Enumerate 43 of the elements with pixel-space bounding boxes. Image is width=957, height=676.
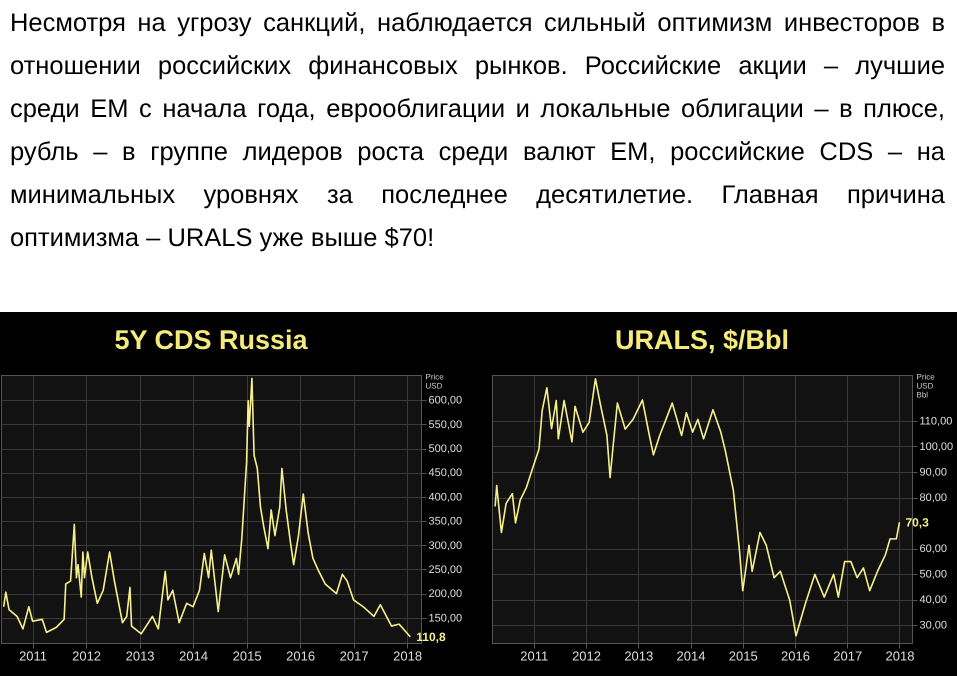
x-tick-label: 2014 [676, 648, 706, 664]
x-tick-label: 2012 [572, 648, 601, 664]
text: Несмотря на угрозу санкций, наблюдается сильный оптимизм инвесторов в отношении российских финансовых рынков. Российские акции – лучшие среди EM с начала года, еврооблигации и локальные облигации – в плюсе, рубль – в группе лидеров роста среди валют EM, российские CDS – на минимальных уровнях за последнее десятилетие. Главная причина оптимизма – URALS уже выше $70! [10, 8, 945, 254]
y-tick-label: 500,00 [428, 443, 462, 456]
y-tick-label: 600,00 [428, 394, 462, 407]
x-tick-label: 2011 [19, 648, 48, 664]
x-tick-label: 2013 [126, 648, 155, 664]
x-tick-label: 2017 [833, 648, 862, 664]
line-series [494, 378, 900, 637]
x-tick-label: 2013 [624, 648, 654, 664]
y-axis-title: Price USD [426, 372, 444, 390]
x-tick-label: 2017 [340, 648, 369, 664]
y-tick-label: 60,00 [920, 543, 948, 556]
x-tick-label: 2011 [520, 648, 548, 664]
annotation: 110,8 [416, 630, 446, 644]
y-axis-title: Price USD Bbl [916, 372, 936, 400]
x-tick-label: 2015 [232, 648, 262, 664]
x-tick-label: 2014 [179, 648, 208, 664]
chart-title: 5Y CDS Russia [114, 325, 309, 355]
x-tick-label: 2012 [72, 648, 102, 664]
y-tick-label: 200,00 [428, 588, 462, 600]
x-tick-label: 2016 [781, 648, 810, 664]
y-tick-label: 550,00 [428, 418, 462, 431]
line-series [2, 378, 412, 638]
y-tick-label: 150,00 [428, 612, 462, 624]
x-tick-label: 2015 [728, 648, 758, 664]
y-tick-label: 110,00 [920, 415, 952, 428]
chart-title: URALS, $/Bbl [614, 325, 790, 355]
y-tick-label: 250,00 [428, 564, 462, 576]
y-tick-label: 450,00 [428, 467, 462, 480]
y-tick-label: 80,00 [920, 492, 948, 504]
y-tick-label: 100,00 [920, 440, 954, 453]
y-tick-label: 400,00 [428, 491, 462, 504]
y-tick-label: 50,00 [920, 568, 948, 581]
x-tick-label: 2018 [886, 648, 914, 664]
y-tick-label: 90,00 [920, 466, 948, 478]
x-tick-label: 2016 [286, 648, 316, 664]
x-tick-label: 2018 [393, 648, 422, 664]
y-tick-label: 40,00 [920, 594, 948, 606]
y-tick-label: 30,00 [920, 620, 948, 632]
annotation: 70,3 [905, 515, 930, 530]
y-tick-label: 350,00 [428, 516, 462, 528]
y-tick-label: 300,00 [428, 540, 462, 552]
